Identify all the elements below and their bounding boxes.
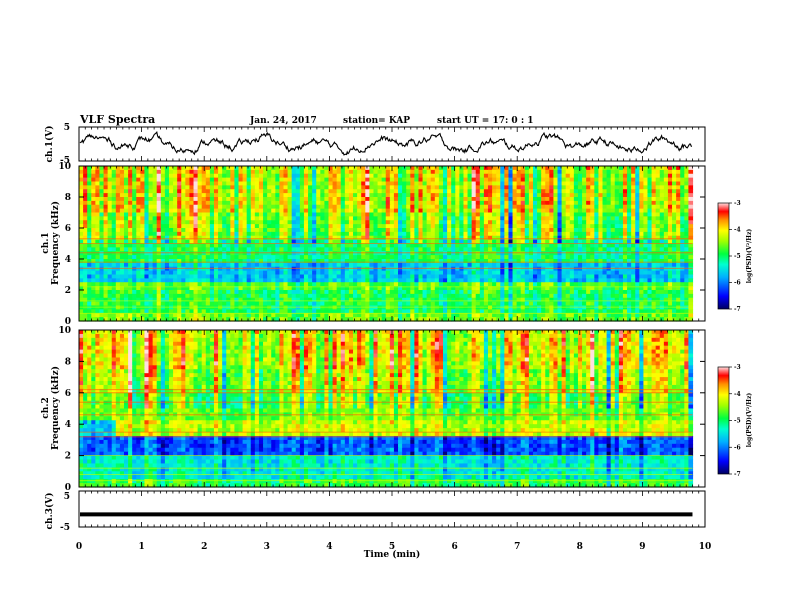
ch1-ytick-bottom: -5 [60, 156, 70, 166]
ch2-spectrogram-ytick: 2 [65, 452, 71, 462]
colorbar-tick-label: -3 [734, 364, 741, 371]
ch1-ytick-top: 5 [64, 123, 70, 133]
date-label: Jan. 24, 2017 [249, 116, 317, 126]
x-tick-label: 10 [699, 542, 712, 552]
ch1-spectrogram-panel: 0 2 4 6 8 10 ch.1Frequency (kHz) [41, 162, 706, 327]
colorbar-tick-label: -5 [734, 418, 741, 425]
ch1-spectrogram-ytick: 8 [65, 193, 71, 203]
ch3-waveform-frame [78, 490, 706, 528]
x-tick-label: 0 [76, 542, 82, 552]
colorbar-tick-label: -7 [734, 306, 741, 313]
x-tick-label: 3 [264, 542, 270, 552]
ch1-spectrogram-ytick: 0 [65, 317, 71, 327]
ch2-spectrogram-ylabel: ch.2Frequency (kHz) [41, 366, 61, 450]
ch2-spectrogram-image [79, 330, 705, 488]
x-tick-label: 6 [451, 542, 457, 552]
ch2-spectrogram-ytick: 6 [65, 389, 71, 399]
ch3-waveform-panel: 5 -5 ch.3(V) [44, 490, 706, 533]
x-tick-label: 5 [389, 542, 395, 552]
x-axis-label: Time (min) [364, 549, 421, 560]
x-tick-label: 8 [577, 542, 583, 552]
colorbar-tick-label: -4 [734, 391, 741, 398]
colorbar-tick-label: -5 [734, 253, 741, 260]
ch2-colorbar-bar [717, 366, 730, 475]
x-axis-ticks [78, 127, 706, 527]
figure-title: VLF Spectra [79, 113, 155, 126]
ch3-ytick-top: 5 [64, 492, 70, 502]
ch2-spectrogram-ytick: 4 [65, 420, 71, 430]
x-tick-label: 9 [639, 542, 645, 552]
ch2-spectrogram-ytick: 8 [65, 357, 71, 367]
start-time-label: start UT = 17: 0 : 1 [437, 116, 534, 126]
colorbar-tick-label: -6 [734, 280, 741, 287]
x-tick-label: 1 [138, 542, 144, 552]
x-axis-tick-labels: 0 1 2 3 4 5 6 7 8 9 10 [76, 542, 711, 552]
ch1-waveform-frame [78, 126, 706, 162]
ch2-colorbar-label: log(PSD)(V²/Hz) [746, 393, 753, 448]
ch1-colorbar-label: log(PSD)(V²/Hz) [746, 229, 753, 284]
ch1-spectrogram-ytick: 10 [58, 162, 71, 172]
x-tick-label: 4 [326, 542, 332, 552]
station-label: station= KAP [343, 116, 410, 126]
x-tick-label: 7 [514, 542, 520, 552]
ch1-spectrogram-ytick: 6 [65, 224, 71, 234]
colorbar-tick-label: -6 [734, 444, 741, 451]
ch1-spectrogram-ytick: 2 [65, 286, 71, 296]
ch1-spectrogram-ylabel: ch.1Frequency (kHz) [41, 201, 61, 285]
ch1-spectrogram-image [79, 166, 705, 322]
ch2-spectrogram-panel: 0 2 4 6 8 10 ch.2Frequency (kHz) [41, 326, 706, 493]
ch1-colorbar: -3 -4 -5 -6 -7 log(PSD)(V²/Hz) [717, 200, 753, 313]
ch2-spectrogram-ytick: 0 [65, 483, 71, 493]
ch1-waveform-panel: 5 -5 ch.1(V) [44, 123, 706, 166]
ch2-colorbar: -3 -4 -5 -6 -7 log(PSD)(V²/Hz) [717, 364, 753, 478]
x-tick-label: 2 [201, 542, 207, 552]
ch1-spectrogram-ytick: 4 [65, 255, 71, 265]
ch3-waveform-ylabel: ch.3(V) [44, 493, 55, 530]
ch3-ytick-bottom: -5 [60, 523, 70, 533]
ch2-spectrogram-ytick: 10 [58, 326, 71, 336]
ch1-waveform-trace [79, 131, 693, 156]
colorbar-tick-label: -4 [734, 227, 741, 234]
colorbar-tick-label: -3 [734, 200, 741, 207]
ch1-waveform-ylabel: ch.1(V) [44, 126, 55, 163]
colorbar-tick-label: -7 [734, 471, 741, 478]
ch1-colorbar-bar [717, 202, 730, 310]
